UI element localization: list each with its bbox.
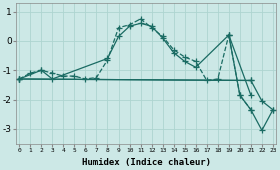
X-axis label: Humidex (Indice chaleur): Humidex (Indice chaleur) — [81, 158, 211, 167]
